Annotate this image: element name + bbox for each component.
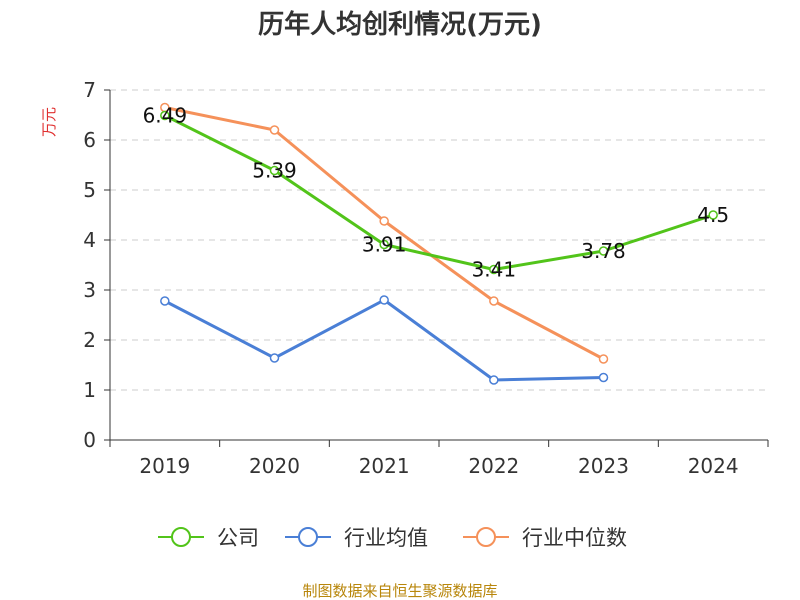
x-tick-label: 2019 bbox=[139, 454, 190, 478]
chart-title: 历年人均创利情况(万元) bbox=[258, 9, 542, 40]
data-point bbox=[269, 353, 280, 363]
legend-label: 公司 bbox=[217, 526, 259, 550]
axes: 0 1 2 3 4 5 6 7 2019 2020 2021 2022 2023 2024 bbox=[83, 78, 769, 478]
y-tick-label: 0 bbox=[83, 428, 96, 452]
data-label: 5.39 bbox=[252, 159, 297, 183]
y-tick-label: 7 bbox=[83, 78, 96, 102]
y-tick-label: 3 bbox=[83, 278, 96, 302]
x-tick-label: 2024 bbox=[688, 454, 739, 478]
series-line-0 bbox=[164, 114, 714, 271]
data-point bbox=[379, 216, 389, 226]
legend-item-2[interactable]: 行业中位数 bbox=[463, 526, 627, 550]
data-point bbox=[160, 110, 170, 121]
data-label: 6.49 bbox=[143, 104, 188, 128]
legend-label: 行业中位数 bbox=[522, 526, 627, 550]
y-tick-label: 5 bbox=[83, 178, 96, 202]
grid bbox=[110, 89, 768, 391]
data-point bbox=[160, 296, 170, 306]
source-note: 制图数据来自恒生聚源数据库 bbox=[302, 582, 497, 600]
data-point bbox=[379, 239, 389, 250]
data-point bbox=[489, 296, 499, 306]
data-point bbox=[489, 264, 499, 275]
legend-marker bbox=[476, 527, 496, 547]
legend-item-0[interactable]: 公司 bbox=[158, 526, 259, 550]
y-tick-label: 2 bbox=[83, 328, 96, 352]
data-point bbox=[269, 125, 280, 135]
data-point bbox=[269, 165, 280, 176]
series-group bbox=[160, 102, 718, 385]
legend-marker bbox=[171, 527, 191, 547]
data-point bbox=[708, 210, 718, 220]
x-tick-label: 2023 bbox=[578, 454, 629, 478]
x-tick-label: 2021 bbox=[359, 454, 410, 478]
x-tick-label: 2022 bbox=[468, 454, 519, 478]
y-axis-label: 万元 bbox=[40, 107, 58, 137]
data-point bbox=[379, 295, 389, 305]
data-point bbox=[489, 375, 499, 385]
legend-marker bbox=[298, 527, 318, 547]
data-point bbox=[598, 354, 609, 364]
y-tick-label: 4 bbox=[83, 228, 96, 252]
x-tick-label: 2020 bbox=[249, 454, 300, 478]
data-point bbox=[598, 372, 609, 383]
y-tick-label: 1 bbox=[83, 378, 96, 402]
data-label: 3.41 bbox=[472, 258, 517, 282]
legend-item-1[interactable]: 行业均值 bbox=[285, 526, 428, 550]
legend[interactable]: 公司 行业均值 行业中位数 bbox=[158, 526, 627, 550]
data-point bbox=[598, 246, 609, 256]
data-label: 3.78 bbox=[581, 239, 626, 263]
data-label: 4.5 bbox=[697, 203, 729, 227]
legend-label: 行业均值 bbox=[344, 526, 428, 550]
y-tick-label: 6 bbox=[83, 128, 96, 152]
data-label: 3.91 bbox=[362, 233, 407, 257]
series-line-1 bbox=[164, 298, 604, 382]
data-labels: 6.49 5.39 3.91 3.41 3.78 4.5 bbox=[143, 104, 730, 282]
